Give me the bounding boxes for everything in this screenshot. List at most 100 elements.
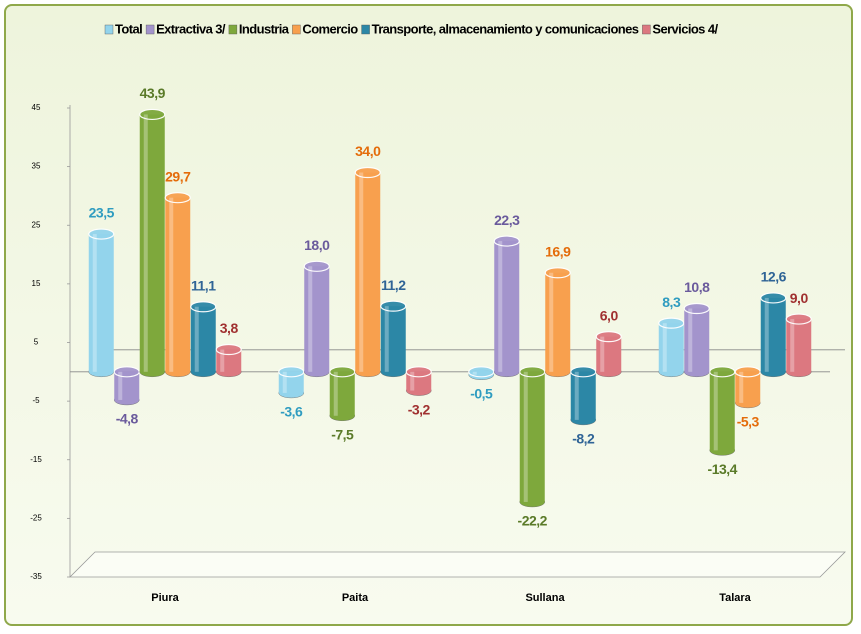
data-label: 16,9 [545,243,571,259]
data-label: 11,2 [381,277,406,293]
legend-swatch [361,24,370,35]
bar-top [303,260,330,272]
data-label: -22,2 [518,513,548,529]
bar-shine [523,371,528,502]
bar-shine [384,306,389,372]
bar-shine [574,371,579,420]
y-tick-label: -25 [30,513,42,522]
x-tick-label: Sullana [525,592,565,604]
data-label: 29,7 [165,168,191,184]
bar-top [468,366,495,378]
data-label: -3,2 [408,401,431,417]
bar [139,114,165,372]
bar-top [164,192,191,204]
bar [380,306,406,372]
data-label: 23,5 [89,205,115,221]
data-label: -4,8 [116,411,139,427]
legend-swatch [292,24,301,35]
bar [786,319,812,372]
legend-label: Servicios 4/ [652,21,718,36]
bar [494,241,520,372]
bar [216,349,242,372]
floor [69,105,846,578]
bar-top [519,366,546,378]
data-label: 12,6 [761,269,787,285]
bar-top [785,313,812,325]
bar-top [354,166,381,179]
bar-shine [713,371,718,451]
data-label: 9,0 [790,290,809,306]
data-label: -5,3 [737,414,760,430]
legend-swatch [642,24,651,35]
bar-shine [472,371,477,375]
data-label: 34,0 [355,143,381,159]
bar-shine [549,272,554,372]
bar-top [139,108,166,121]
data-label: -7,5 [331,426,354,442]
legend-label: Extractiva 3/ [156,21,226,36]
plot-floor [69,551,846,578]
bar-top [760,292,787,304]
bar-shine [688,308,693,372]
bar [684,308,710,372]
bar-shine [498,241,503,372]
legend-label: Total [115,21,142,36]
bar [88,234,114,372]
data-label: -8,2 [572,431,595,447]
bar-top [405,366,432,378]
bar [760,297,786,372]
bar-top [88,228,115,240]
bar-top [380,300,407,312]
data-label: 3,8 [220,320,239,336]
y-tick-label: 45 [32,103,41,112]
bar-top [215,343,242,356]
bar-shine [308,266,313,372]
y-tick-label: 25 [32,220,41,229]
bar [190,306,216,372]
bar-shine [600,336,605,372]
bar [304,266,330,372]
legend-label: Comercio [302,21,358,36]
bar-shine [220,349,225,372]
data-label: 6,0 [600,307,619,323]
bar-top [493,235,520,247]
bar-top [595,331,622,343]
bar-top [113,366,140,378]
data-label: 10,8 [684,279,710,295]
legend-label: Industria [239,21,290,36]
bar-shine [662,323,667,372]
bar-shine [764,297,769,372]
bar [519,371,545,502]
bar [355,172,381,372]
x-tick-label: Piura [151,592,179,604]
legend-label: Transporte, almacenamiento y comunicacio… [372,21,639,36]
x-tick-label: Talara [719,592,751,604]
x-tick-label: Paita [342,592,369,604]
bar [658,323,684,372]
bar-shine [194,306,199,372]
bar-top [544,267,571,279]
data-label: 8,3 [662,294,681,310]
bar-shine [359,172,364,372]
bar [329,371,355,416]
bar-shine [169,197,174,372]
bar-shine [333,371,338,416]
y-tick-label: -35 [30,572,42,581]
bar-shine [118,371,123,400]
bar-top [658,317,685,329]
y-tick-label: 35 [32,162,41,171]
bar-top [709,366,736,378]
bar-shine [410,371,415,391]
bar [709,371,735,451]
data-label: -13,4 [708,461,738,477]
bar-shine [92,234,97,372]
bar-shine [282,371,287,393]
y-tick-label: -15 [30,455,42,464]
bar-shine [739,371,744,403]
bar [570,371,596,420]
data-label: 11,1 [191,277,216,293]
bar-top [278,366,305,378]
bar-top [734,366,761,378]
y-tick-label: -5 [32,396,40,405]
